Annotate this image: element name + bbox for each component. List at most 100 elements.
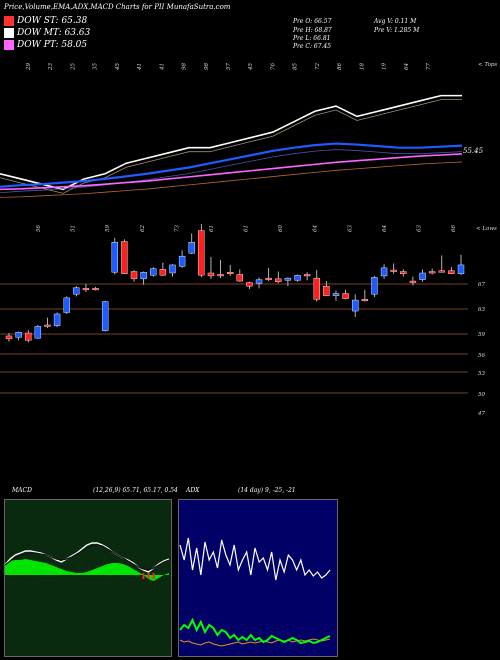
candle-body xyxy=(130,271,138,280)
ema-top-label: 86 xyxy=(337,63,343,70)
candle-body xyxy=(438,270,445,273)
candle-body xyxy=(284,277,292,281)
candle-body xyxy=(332,293,340,296)
info-pre-v: Pre V: 1.285 M xyxy=(374,27,420,34)
ema-corner-label: < Tops xyxy=(478,62,497,68)
candle-body xyxy=(226,272,234,274)
price-top-label: 63 xyxy=(416,225,422,232)
ema-top-label: 41 xyxy=(159,63,165,71)
price-top-label: 63 xyxy=(347,225,353,232)
candle-body xyxy=(25,332,32,341)
ema-series-line xyxy=(0,153,463,191)
candle-body xyxy=(121,241,128,274)
ema-top-label: 35 xyxy=(93,63,99,70)
candle-body xyxy=(303,274,311,277)
candle-body xyxy=(63,297,70,313)
legend-dow-st: DOW ST: 65.38 xyxy=(4,16,87,26)
candle-body xyxy=(207,272,215,277)
ema-top-label: 18 xyxy=(359,63,365,70)
legend-swatch-st xyxy=(4,16,14,26)
legend-dow-pt: DOW PT: 58.05 xyxy=(4,40,87,50)
price-y-label: 50 xyxy=(478,392,485,398)
price-top-label: 60 xyxy=(278,225,284,232)
candle-body xyxy=(15,332,22,338)
candle-body xyxy=(313,277,320,300)
ema-top-label: 64 xyxy=(404,63,410,70)
price-top-label: 51 xyxy=(71,225,77,232)
ema-top-label: 25 xyxy=(70,63,76,71)
candle-body xyxy=(44,324,51,327)
ema-panel: 29 23 25 35 45 41 41 98 98 57 45 76 85 72 86 18 19 64 77 xyxy=(0,63,463,198)
candle-body xyxy=(457,264,465,274)
candle-body xyxy=(82,288,90,291)
chart-header: Price,Volume,EMA,ADX,MACD Charts for PII… xyxy=(4,3,231,11)
candle-body xyxy=(265,277,272,280)
legend-label-mt: DOW MT: 63.63 xyxy=(17,28,91,38)
info-pre-c: Pre C: 67.45 xyxy=(293,43,332,50)
candle-body xyxy=(217,274,224,277)
candle-body xyxy=(5,335,13,340)
price-candles xyxy=(5,223,465,343)
candle-body xyxy=(390,269,397,272)
candle-body xyxy=(294,274,301,281)
candle-body xyxy=(53,313,61,326)
candle-body xyxy=(400,271,407,274)
legend-dow-mt: DOW MT: 63.63 xyxy=(4,28,90,38)
ema-secondary-line xyxy=(0,149,463,194)
candle-body xyxy=(198,230,205,276)
price-top-label: 73 xyxy=(174,225,180,232)
candle-body xyxy=(73,287,80,295)
price-top-label: 62 xyxy=(140,225,146,232)
ema-top-label: 45 xyxy=(248,63,254,71)
ema-series-line xyxy=(0,142,463,188)
ema-top-label: 19 xyxy=(382,63,388,70)
price-top-label: 64 xyxy=(313,225,319,232)
candle-body xyxy=(246,282,253,287)
info-pre-l: Pre L: 66.81 xyxy=(293,35,331,42)
candle-body xyxy=(255,279,263,284)
ema-top-label: 29 xyxy=(26,63,32,71)
adx-label: ADX xyxy=(186,487,200,494)
candle-body xyxy=(275,278,282,282)
price-top-label: 61 xyxy=(244,225,250,232)
info-pre-h: Pre H: 68.87 xyxy=(293,27,332,34)
legend-swatch-mt xyxy=(4,28,14,38)
price-top-label: 64 xyxy=(382,225,388,232)
ema-top-label: 98 xyxy=(204,63,210,70)
macd-panel xyxy=(4,499,172,657)
price-y-label: 63 xyxy=(478,307,485,313)
ema-top-label: 41 xyxy=(137,63,143,71)
price-y-label: 56 xyxy=(478,353,485,359)
candle-body xyxy=(428,271,436,274)
candle-body xyxy=(159,269,167,276)
candle-body xyxy=(169,264,176,274)
candle-body xyxy=(448,270,455,274)
ema-top-label: 23 xyxy=(48,63,54,71)
candle-body xyxy=(150,268,157,276)
candle-body xyxy=(371,277,378,295)
ema-end-label: 55.45 xyxy=(463,147,484,155)
candle-body xyxy=(323,285,330,296)
candle-body xyxy=(409,280,417,283)
candle-body xyxy=(236,274,244,282)
ema-top-label: 72 xyxy=(315,63,321,70)
price-grid: 67 63 59 56 53 50 47 56 51 59 62 73 61 61 60 64 63 64 63 66 xyxy=(0,225,485,417)
adx-panel xyxy=(178,499,338,657)
ema-top-label: 85 xyxy=(293,63,299,70)
adx-params: (14 day) 9, -25, -21 xyxy=(238,487,296,494)
candle-body xyxy=(419,272,426,280)
candle-body xyxy=(34,326,42,339)
price-y-label: 59 xyxy=(478,332,485,338)
candle-body xyxy=(380,267,388,277)
ema-top-label: 45 xyxy=(115,63,121,71)
ema-series-line xyxy=(0,94,462,191)
macd-label: MACD xyxy=(12,487,32,494)
candle-body xyxy=(101,301,109,332)
legend-label-pt: DOW PT: 58.05 xyxy=(17,40,88,50)
ema-top-label: 77 xyxy=(426,63,432,70)
legend-label-st: DOW ST: 65.38 xyxy=(17,16,88,26)
price-top-label: 66 xyxy=(451,225,457,232)
price-top-label: 61 xyxy=(209,225,215,232)
info-pre-o: Pre O: 66.57 xyxy=(293,18,332,25)
